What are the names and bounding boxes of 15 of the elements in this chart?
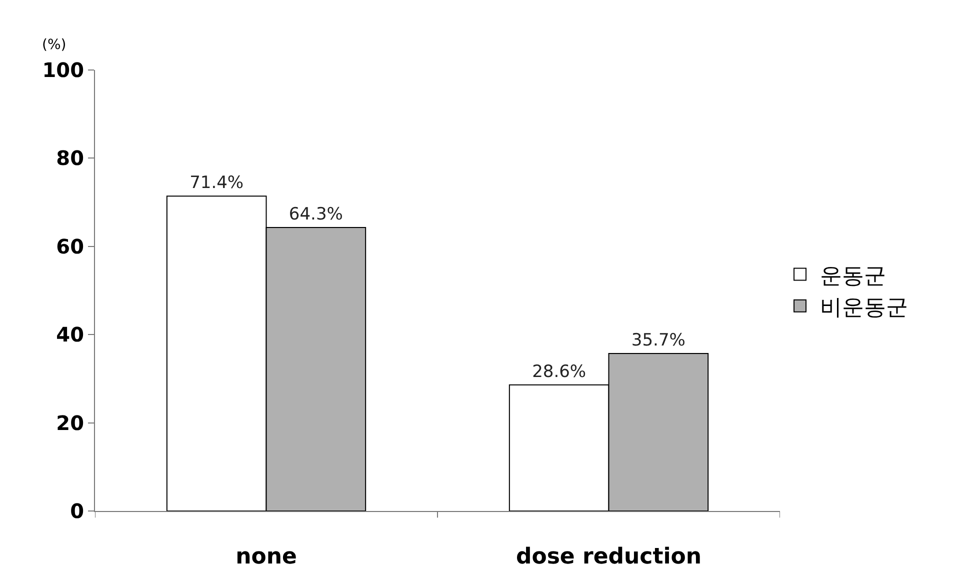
y-tick-label: 80	[56, 146, 84, 170]
x-tick-label: none	[236, 544, 297, 570]
y-axis-title: (%)	[42, 37, 66, 53]
legend-label: 운동군	[820, 264, 886, 289]
data-label: 28.6%	[532, 362, 586, 382]
y-tick-label: 100	[42, 58, 84, 82]
y-tick-label: 0	[70, 499, 84, 523]
y-tick-label: 60	[56, 234, 84, 258]
y-tick-label: 20	[56, 410, 84, 435]
x-tick-label: dose reduction	[516, 544, 702, 570]
y-tick-label: 40	[56, 322, 84, 347]
data-label: 71.4%	[190, 173, 244, 194]
legend-label: 비운동군	[820, 295, 908, 320]
data-label: 35.7%	[631, 330, 686, 351]
data-label: 64.3%	[288, 204, 343, 224]
